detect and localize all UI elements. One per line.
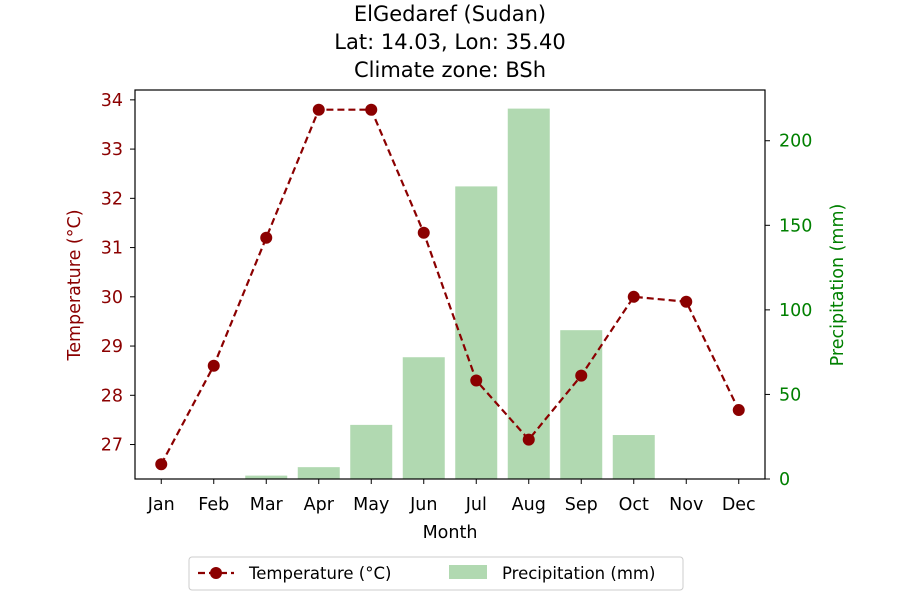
temperature-point-feb <box>207 359 220 372</box>
temperature-point-sep <box>575 369 588 382</box>
temperature-point-dec <box>732 404 745 417</box>
temperature-point-nov <box>680 295 693 308</box>
temperature-point-may <box>365 103 378 116</box>
chart-title-line-1: ElGedaref (Sudan) <box>354 2 546 26</box>
precipitation-bar-jun <box>402 357 445 479</box>
y-left-tick-label: 34 <box>101 91 123 111</box>
temperature-point-jan <box>155 458 168 471</box>
x-axis-label: Month <box>423 523 478 543</box>
precipitation-bar-aug <box>507 108 550 479</box>
x-tick-label-apr: Apr <box>304 495 335 515</box>
temperature-point-apr <box>312 103 325 116</box>
chart-title-line-3: Climate zone: BSh <box>354 58 546 82</box>
x-tick-label-may: May <box>353 495 389 515</box>
y-right-tick-label: 50 <box>779 385 801 405</box>
precipitation-bars <box>245 108 655 479</box>
temperature-point-jun <box>417 226 430 239</box>
y-left-axis-label: Temperature (°C) <box>65 209 85 361</box>
temperature-point-mar <box>260 231 273 244</box>
temperature-point-aug <box>522 433 535 446</box>
legend: Temperature (°C) Precipitation (mm) <box>188 556 684 591</box>
y-right-axis-label: Precipitation (mm) <box>828 204 848 367</box>
chart-title-line-2: Lat: 14.03, Lon: 35.40 <box>334 30 565 54</box>
x-axis-ticks: Jan Feb Mar Apr May Jun Jul Aug Sep Oct Nov Dec <box>147 479 756 515</box>
y-left-tick-label: 32 <box>101 189 123 209</box>
legend-temperature-label: Temperature (°C) <box>248 564 391 583</box>
y-left-axis-ticks: 27 28 29 30 31 32 33 34 <box>101 91 135 456</box>
temperature-line <box>160 108 740 465</box>
x-tick-label-feb: Feb <box>198 495 229 515</box>
x-tick-label-jun: Jun <box>409 495 437 515</box>
y-right-tick-label: 200 <box>779 132 812 152</box>
y-right-tick-label: 100 <box>779 301 812 321</box>
x-tick-label-oct: Oct <box>619 495 649 515</box>
y-left-tick-label: 29 <box>101 337 123 357</box>
y-right-tick-label: 0 <box>779 470 790 490</box>
y-left-tick-label: 31 <box>101 239 123 259</box>
temperature-point-oct <box>627 290 640 303</box>
temperature-point-jul <box>470 374 483 387</box>
legend-precipitation-label: Precipitation (mm) <box>502 564 655 583</box>
chart-title-group: ElGedaref (Sudan) Lat: 14.03, Lon: 35.40… <box>334 2 565 82</box>
x-tick-label-dec: Dec <box>722 495 756 515</box>
precipitation-bar-jul <box>455 186 498 479</box>
temperature-series <box>155 103 745 471</box>
plot-frame <box>134 89 766 480</box>
y-left-tick-label: 28 <box>101 386 123 406</box>
precipitation-bar-may <box>350 424 393 479</box>
legend-box <box>188 556 684 591</box>
y-left-tick-label: 30 <box>101 288 123 308</box>
precipitation-bar-apr <box>297 467 340 479</box>
precipitation-bar-oct <box>612 435 655 479</box>
precipitation-bar-sep <box>560 330 603 479</box>
x-tick-label-mar: Mar <box>250 495 284 515</box>
x-tick-label-aug: Aug <box>512 495 546 515</box>
x-tick-label-jan: Jan <box>147 495 175 515</box>
y-right-tick-label: 150 <box>779 216 812 236</box>
legend-temperature-marker-swatch <box>210 567 222 579</box>
y-right-axis-ticks: 0 50 100 150 200 <box>765 132 812 490</box>
x-tick-label-nov: Nov <box>669 495 703 515</box>
y-left-tick-label: 33 <box>101 140 123 160</box>
x-tick-label-sep: Sep <box>565 495 598 515</box>
precipitation-bar-mar <box>245 475 288 479</box>
legend-precipitation-swatch <box>449 565 487 579</box>
y-left-tick-label: 27 <box>101 436 123 456</box>
x-tick-label-jul: Jul <box>465 495 487 515</box>
